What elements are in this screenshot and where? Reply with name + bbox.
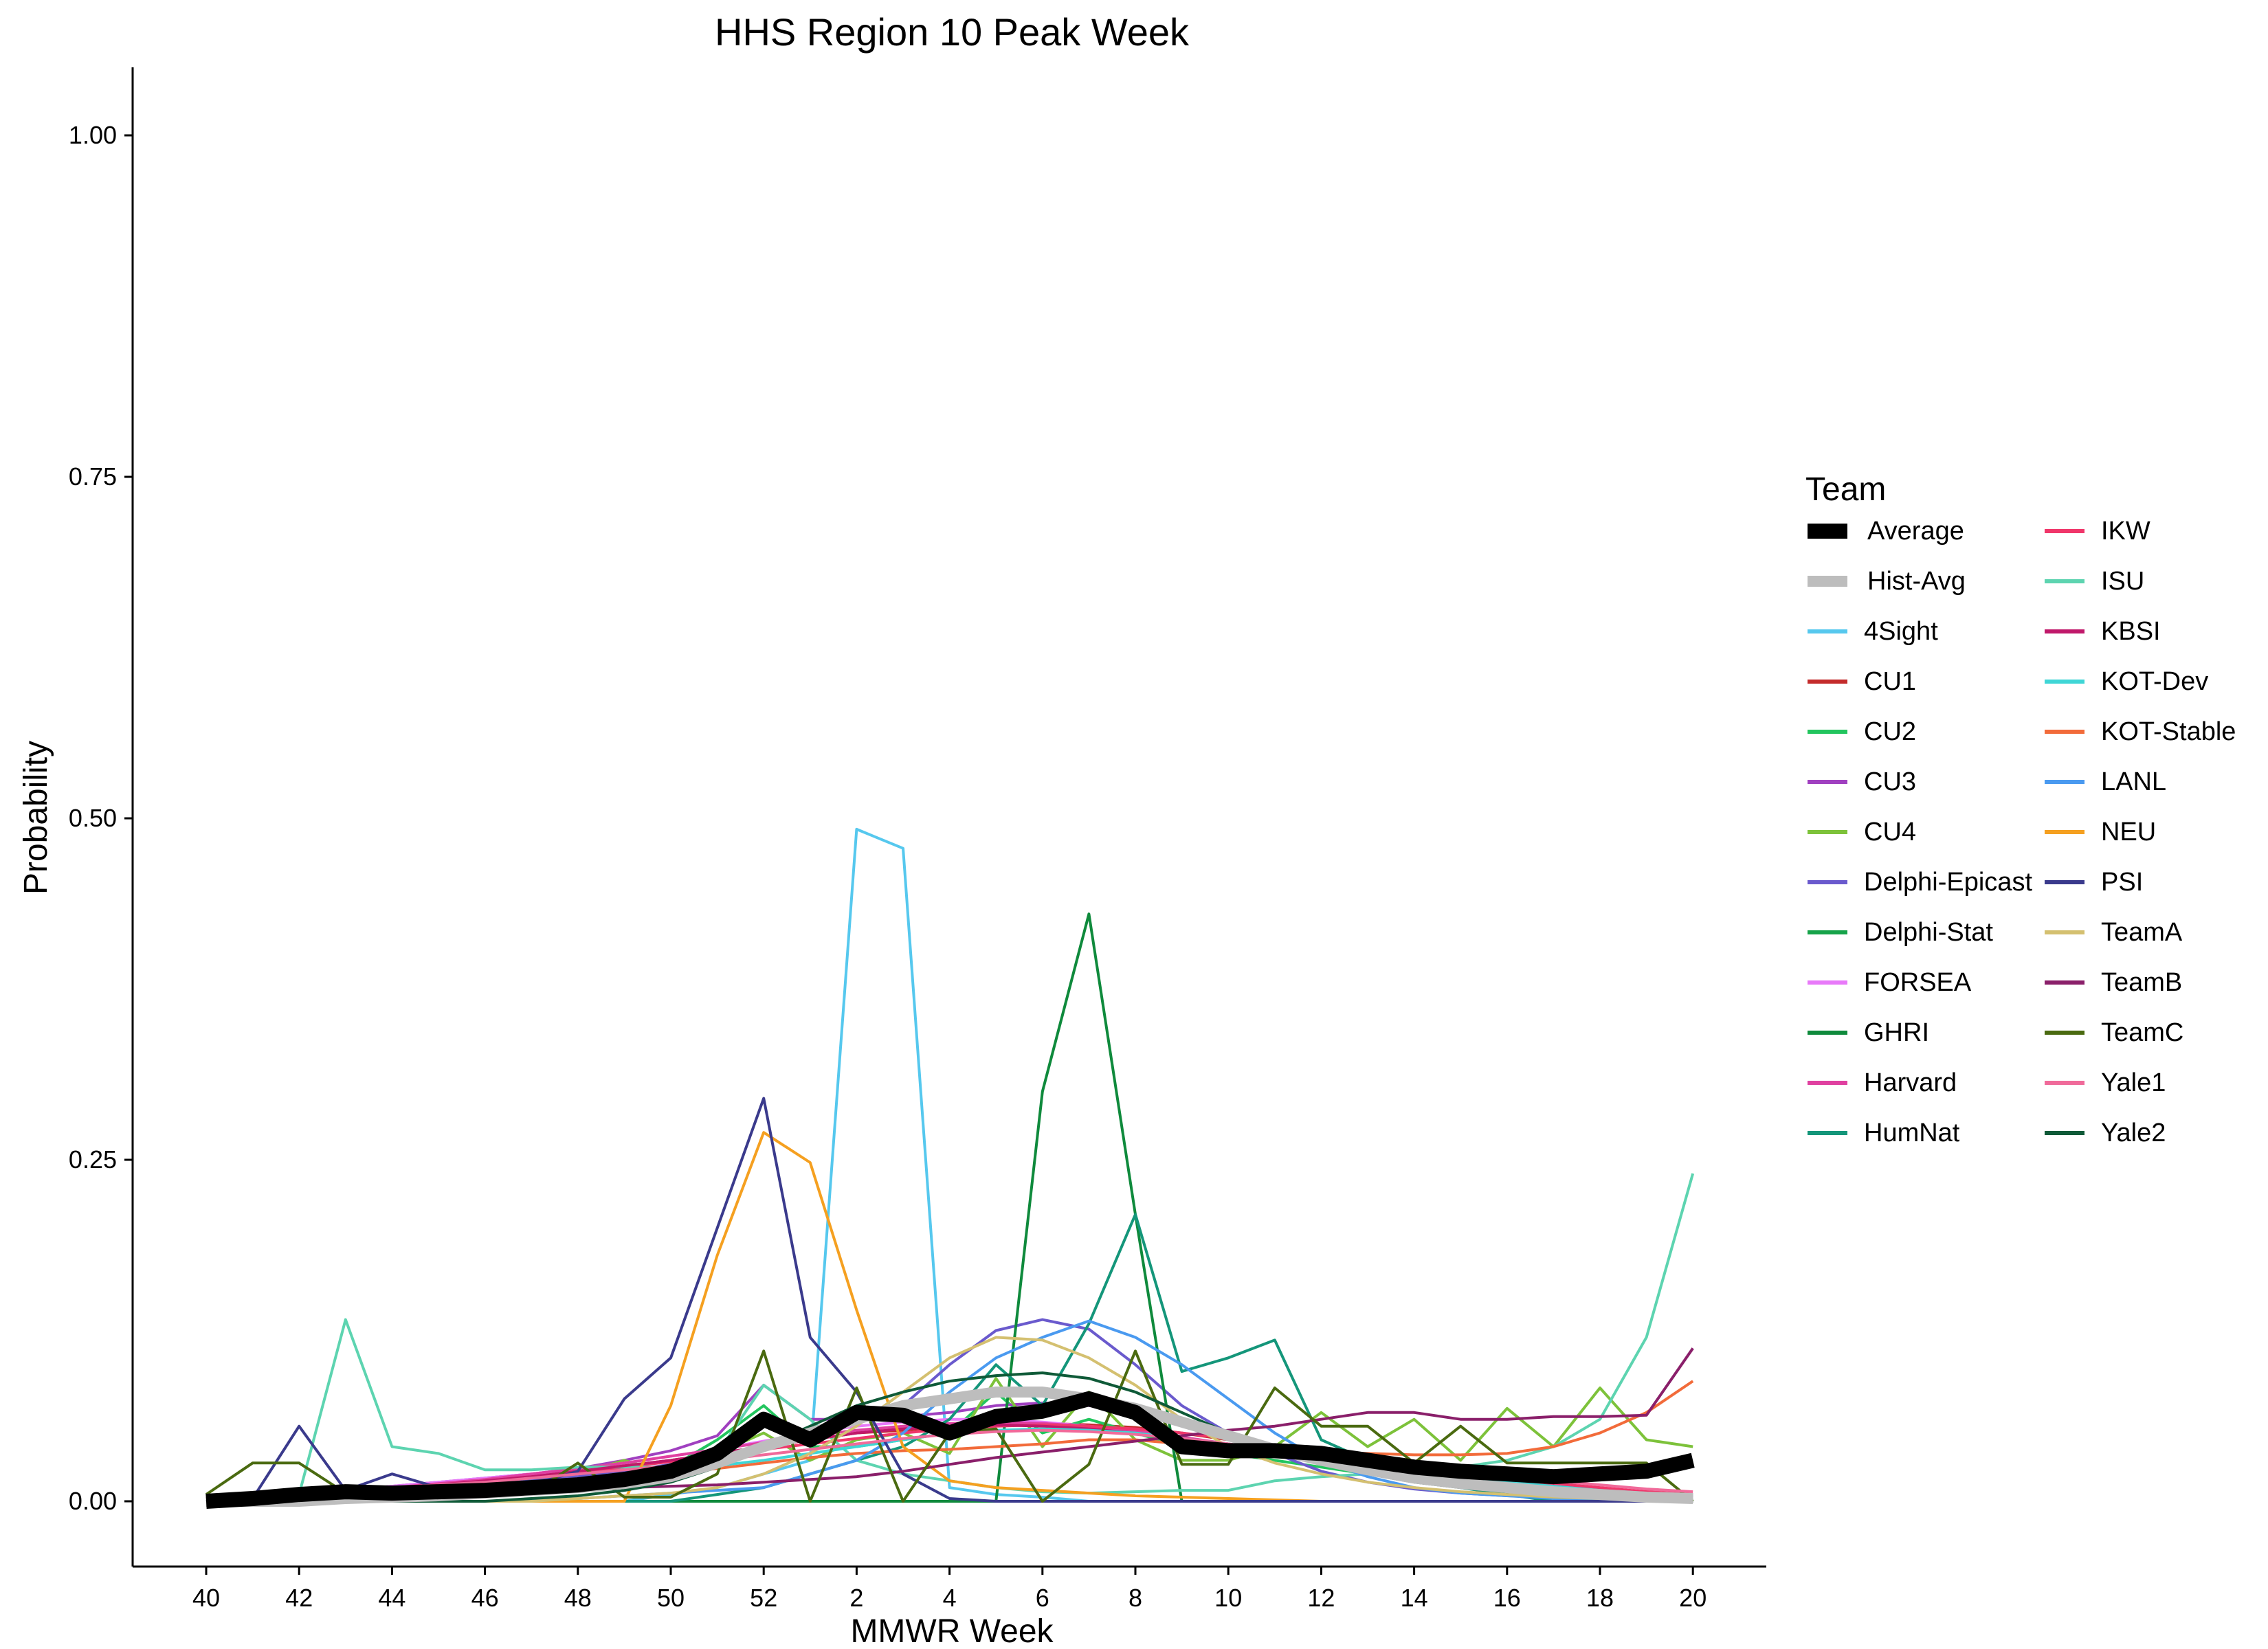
- legend-label-yale2: Yale2: [2101, 1119, 2166, 1147]
- series-line-psi: [205, 1097, 1693, 1503]
- x-tick-label: 10: [1214, 1584, 1242, 1612]
- x-tick-label: 14: [1401, 1584, 1428, 1612]
- legend-label-cu3: CU3: [1864, 767, 1916, 796]
- legend-label-cu4: CU4: [1864, 818, 1916, 846]
- x-tick-label: 6: [1036, 1584, 1049, 1612]
- legend-label-ikw: IKW: [2101, 517, 2150, 546]
- x-tick-label: 20: [1679, 1584, 1706, 1612]
- x-tick-label: 4: [943, 1584, 957, 1612]
- legend-label-lanl: LANL: [2101, 767, 2166, 796]
- legend-label-yale1: Yale1: [2101, 1068, 2166, 1097]
- legend-label-cu1: CU1: [1864, 667, 1916, 696]
- legend-label-delphi-stat: Delphi-Stat: [1864, 918, 1993, 947]
- x-tick-label: 44: [378, 1584, 405, 1612]
- series-line-average: [205, 1391, 1695, 1509]
- y-tick-label: 0.50: [69, 804, 117, 832]
- legend-label-hist-avg: Hist-Avg: [1867, 567, 1966, 596]
- legend-label-kbsi: KBSI: [2101, 617, 2161, 646]
- legend-label-average: Average: [1867, 517, 1964, 546]
- chart-title: HHS Region 10 Peak Week: [715, 10, 1190, 54]
- x-tick-label: 2: [849, 1584, 863, 1612]
- series-line-neu: [206, 1131, 1693, 1503]
- legend-label-teamc: TeamC: [2101, 1018, 2183, 1047]
- y-tick-label: 0.00: [69, 1487, 117, 1515]
- legend-label-forsea: FORSEA: [1864, 968, 1972, 997]
- x-tick-label: 12: [1307, 1584, 1335, 1612]
- x-tick-label: 16: [1493, 1584, 1521, 1612]
- y-axis-title: Probability: [18, 741, 54, 895]
- legend-label-psi: PSI: [2101, 868, 2143, 897]
- legend-label-kot-dev: KOT-Dev: [2101, 667, 2208, 696]
- y-tick-label: 1.00: [69, 121, 117, 149]
- x-tick-label: 8: [1129, 1584, 1142, 1612]
- legend-label-cu2: CU2: [1864, 717, 1916, 746]
- legend-title: Team: [1805, 471, 1886, 508]
- legend-label-delphi-epicast: Delphi-Epicast: [1864, 868, 2032, 897]
- legend-label-isu: ISU: [2101, 567, 2144, 596]
- x-tick-label: 48: [564, 1584, 592, 1612]
- y-tick-label: 0.25: [69, 1145, 117, 1174]
- x-axis-title: MMWR Week: [850, 1613, 1054, 1649]
- legend-label-4sight: 4Sight: [1864, 617, 1938, 646]
- y-axis-ticks: 0.00 0.25 0.50 0.75 1.00: [69, 121, 133, 1515]
- plot-area: [205, 827, 1695, 1509]
- x-tick-label: 42: [285, 1584, 313, 1612]
- x-axis-ticks: 40 42 44 46 48 50 52 2 4 6 8 10 12 14 16 18 20: [192, 1567, 1706, 1612]
- legend-label-teama: TeamA: [2101, 918, 2183, 947]
- legend-label-humnat: HumNat: [1864, 1119, 1960, 1147]
- y-tick-label: 0.75: [69, 462, 117, 491]
- legend-label-kot-stable: KOT-Stable: [2101, 717, 2236, 746]
- legend-label-ghri: GHRI: [1864, 1018, 1929, 1047]
- legend-label-neu: NEU: [2101, 818, 2156, 846]
- legend-label-harvard: Harvard: [1864, 1068, 1957, 1097]
- x-tick-label: 50: [657, 1584, 685, 1612]
- x-tick-label: 46: [471, 1584, 499, 1612]
- x-tick-label: 40: [192, 1584, 220, 1612]
- legend-label-teamb: TeamB: [2101, 968, 2182, 997]
- x-tick-label: 18: [1586, 1584, 1614, 1612]
- x-tick-label: 52: [750, 1584, 777, 1612]
- legend: Team Average Hist-Avg 4Sight CU1 CU2 CU3 CU4 De…: [1805, 471, 2236, 1147]
